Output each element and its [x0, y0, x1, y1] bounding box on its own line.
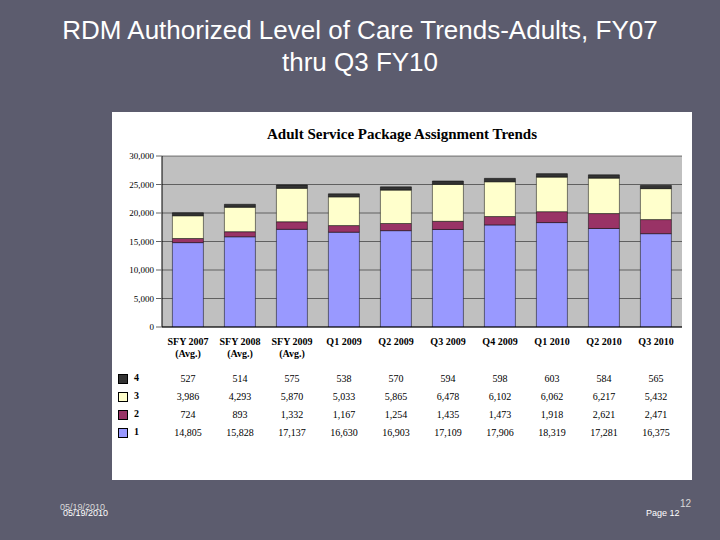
html-text:5,432: 5,432	[644, 390, 668, 402]
svg-text:0: 0	[150, 322, 155, 332]
html-text:594: 594	[440, 372, 456, 384]
svg-text:SFY 2008(Avg.): SFY 2008(Avg.)	[219, 336, 260, 360]
html-text:538: 538	[336, 372, 352, 384]
html-text:1,332: 1,332	[280, 408, 304, 420]
html-text:6,102: 6,102	[488, 390, 512, 402]
html-text:565: 565	[648, 372, 664, 384]
html-text:17,137: 17,137	[278, 426, 306, 438]
html-text:5,865: 5,865	[384, 390, 408, 402]
svg-text:Q1 2010: Q1 2010	[534, 336, 569, 347]
html-text:1,167: 1,167	[332, 408, 356, 420]
svg-text:Q2 2010: Q2 2010	[586, 336, 621, 347]
html-text:thru Q3 FY10: thru Q3 FY10	[282, 47, 438, 77]
svg-text:Q4 2009: Q4 2009	[482, 336, 517, 347]
svg-text:SFY 2009(Avg.): SFY 2009(Avg.)	[271, 336, 312, 360]
html-text:12: 12	[680, 498, 692, 509]
html-text:4,293: 4,293	[228, 390, 252, 402]
html-text:3: 3	[134, 390, 139, 402]
html-text:1,918: 1,918	[540, 408, 564, 420]
html-text:18,319: 18,319	[538, 426, 566, 438]
html-text:5,033: 5,033	[332, 390, 356, 402]
html-text:15,828: 15,828	[226, 426, 254, 438]
svg-text:5,000: 5,000	[134, 294, 155, 304]
html-text:570: 570	[388, 372, 404, 384]
html-text:1: 1	[134, 426, 139, 438]
html-text:16,630: 16,630	[330, 426, 358, 438]
html-text:2: 2	[134, 408, 139, 420]
svg-text:Q2 2009: Q2 2009	[378, 336, 413, 347]
svg-text:25,000: 25,000	[129, 180, 154, 190]
svg-text:20,000: 20,000	[129, 208, 154, 218]
svg-text:Q1 2009: Q1 2009	[326, 336, 361, 347]
html-text:6,478: 6,478	[436, 390, 460, 402]
html-text:RDM Authorized Level of Care T: RDM Authorized Level of Care Trends-Adul…	[62, 15, 658, 45]
html-text:5,870: 5,870	[280, 390, 304, 402]
html-text:16,903: 16,903	[382, 426, 410, 438]
html-text:584: 584	[596, 372, 612, 384]
html-text:6,217: 6,217	[592, 390, 616, 402]
html-text:6,062: 6,062	[540, 390, 564, 402]
svg-text:30,000: 30,000	[129, 151, 154, 161]
svg-text:Q3 2009: Q3 2009	[430, 336, 465, 347]
html-text:17,109: 17,109	[434, 426, 462, 438]
html-text:1,435: 1,435	[436, 408, 460, 420]
html-text:514: 514	[232, 372, 248, 384]
html-text:1,254: 1,254	[384, 408, 408, 420]
html-text:17,281: 17,281	[590, 426, 618, 438]
html-text:603: 603	[544, 372, 560, 384]
html-text:16,375: 16,375	[642, 426, 670, 438]
html-text:2,621: 2,621	[592, 408, 616, 420]
svg-text:10,000: 10,000	[129, 265, 154, 275]
svg-text:Q3 2010: Q3 2010	[638, 336, 673, 347]
html-text:14,805: 14,805	[174, 426, 202, 438]
svg-text:15,000: 15,000	[129, 237, 154, 247]
html-text:17,906: 17,906	[486, 426, 514, 438]
html-text:Page 12: Page 12	[646, 508, 680, 518]
html-text:4: 4	[134, 372, 139, 384]
html-text:527: 527	[180, 372, 196, 384]
html-text:Adult Service Package Assignme: Adult Service Package Assignment Trends	[267, 126, 537, 142]
html-text:575: 575	[284, 372, 300, 384]
html-text:3,986: 3,986	[176, 390, 200, 402]
html-text:724: 724	[180, 408, 196, 420]
html-text:893: 893	[232, 408, 248, 420]
html-text:598: 598	[492, 372, 508, 384]
svg-text:SFY 2007(Avg.): SFY 2007(Avg.)	[167, 336, 208, 360]
html-text:2,471: 2,471	[644, 408, 668, 420]
html-text:05/19/2010: 05/19/2010	[63, 508, 108, 518]
html-text:05/19/2010: 05/19/2010	[60, 502, 105, 512]
html-text:1,473: 1,473	[488, 408, 512, 420]
